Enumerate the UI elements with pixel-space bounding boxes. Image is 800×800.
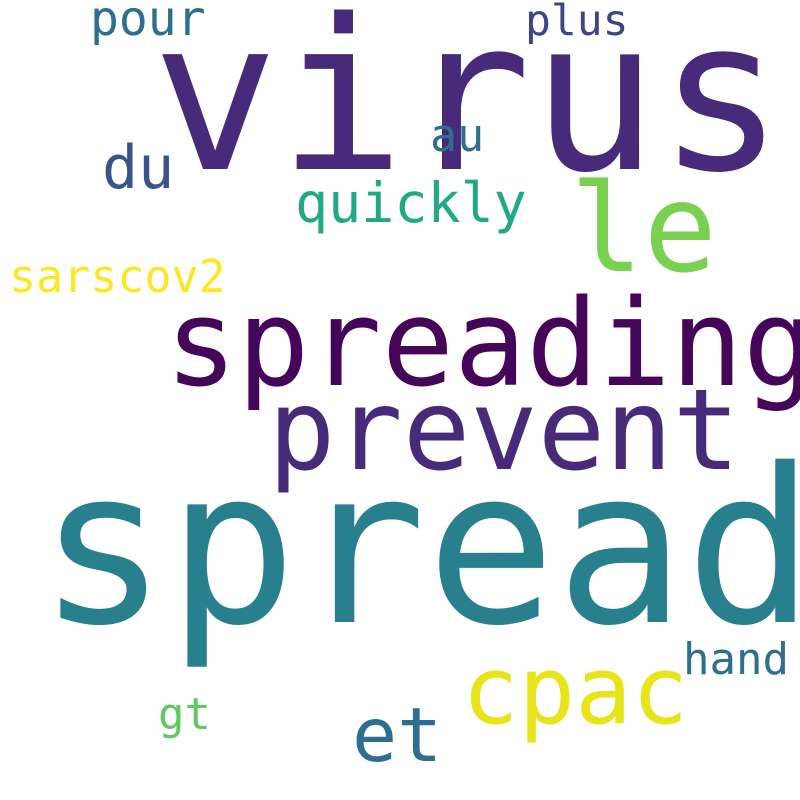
word-du: du bbox=[102, 133, 175, 203]
word-prevent: prevent bbox=[268, 366, 741, 496]
word-gt: gt bbox=[158, 689, 211, 740]
word-hand: hand bbox=[683, 634, 789, 685]
word-cpac: cpac bbox=[462, 637, 689, 746]
word-spread: spread bbox=[38, 422, 800, 673]
word-virus: virus bbox=[152, 0, 785, 219]
word-spreading: spreading bbox=[165, 275, 800, 414]
word-au: au bbox=[430, 109, 485, 162]
word-plus: plus bbox=[525, 0, 629, 46]
word-pour: pour bbox=[90, 0, 206, 47]
word-et: et bbox=[352, 691, 443, 779]
word-sarscov2: sarscov2 bbox=[9, 250, 226, 303]
word-quickly: quickly bbox=[295, 171, 527, 235]
word-le: le bbox=[570, 158, 717, 300]
